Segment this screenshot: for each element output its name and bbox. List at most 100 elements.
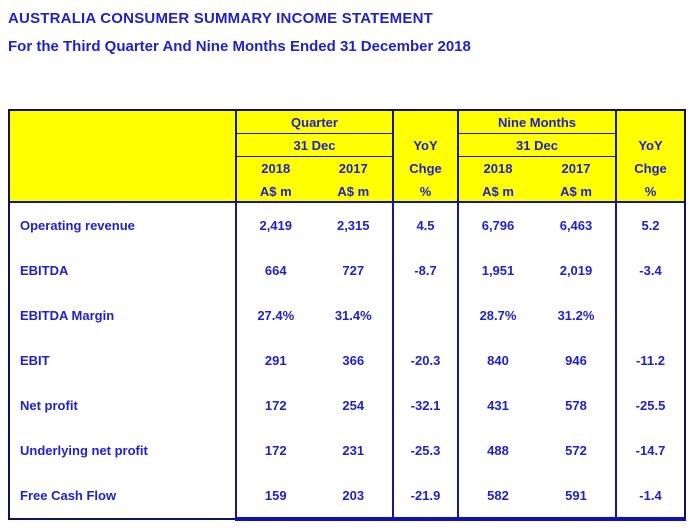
quarter-yoy-value: -8.7 xyxy=(392,248,457,293)
quarter-values: 27.4% 31.4% xyxy=(235,293,392,338)
quarter-header-group: Quarter 31 Dec 2018 2017 A$ m A$ m xyxy=(235,111,392,203)
quarter-2018-value: 172 xyxy=(264,443,287,458)
yoy-quarter-header: YoY Chge % xyxy=(392,111,457,203)
nine-months-2017-value: 6,463 xyxy=(559,218,593,233)
row-label: EBITDA Margin xyxy=(20,308,115,323)
quarter-unit-2017: A$ m xyxy=(337,184,370,199)
table-row-ebitda: EBITDA 664 727 -8.7 1,951 2,019 -3.4 xyxy=(10,248,684,293)
nine-months-2017-value: 572 xyxy=(565,443,587,458)
nine-months-values: 6,796 6,463 xyxy=(457,203,615,248)
table-row-net-profit: Net profit 172 254 -32.1 431 578 -25.5 xyxy=(10,383,684,428)
nine-months-values: 488 572 xyxy=(457,428,615,473)
yoy-nine-months-spacer xyxy=(617,111,684,134)
quarter-2017-value: 231 xyxy=(342,443,365,458)
quarter-period: 31 Dec xyxy=(237,134,392,157)
quarter-unit-2018: A$ m xyxy=(259,184,292,199)
nine-months-unit-2017: A$ m xyxy=(560,184,592,199)
nine-months-year-2018: 2018 xyxy=(483,161,513,176)
nine-months-2017-value: 31.2% xyxy=(557,308,595,323)
nine-months-values: 840 946 xyxy=(457,338,615,383)
nine-months-yoy-value: -14.7 xyxy=(615,428,684,473)
quarter-unit-headers: A$ m A$ m xyxy=(237,180,392,203)
quarter-2018-value: 664 xyxy=(264,263,287,278)
nine-months-2018-value: 1,951 xyxy=(481,263,515,278)
yoy-nine-months-line3: % xyxy=(644,184,657,199)
quarter-2017-value: 203 xyxy=(342,488,365,503)
nine-months-unit-2018: A$ m xyxy=(482,184,514,199)
table-header: Quarter 31 Dec 2018 2017 A$ m A$ m YoY C… xyxy=(10,111,684,203)
quarter-yoy-value: -21.9 xyxy=(392,473,457,518)
quarter-2018-value: 2,419 xyxy=(259,218,293,233)
nine-months-yoy-value: 5.2 xyxy=(615,203,684,248)
row-label: Underlying net profit xyxy=(20,443,148,458)
row-label: EBIT xyxy=(20,353,50,368)
quarter-2018-value: 291 xyxy=(264,353,287,368)
quarter-yoy-value xyxy=(392,293,457,338)
table-body: Operating revenue 2,419 2,315 4.5 6,796 … xyxy=(10,203,684,518)
nine-months-2018-value: 431 xyxy=(487,398,509,413)
nine-months-2017-value: 591 xyxy=(565,488,587,503)
yoy-nine-months-line1: YoY xyxy=(638,138,663,153)
nine-months-yoy-value xyxy=(615,293,684,338)
page-subtitle: For the Third Quarter And Nine Months En… xyxy=(8,38,471,55)
nine-months-yoy-value: -11.2 xyxy=(615,338,684,383)
nine-months-2018-value: 28.7% xyxy=(479,308,517,323)
yoy-quarter-spacer xyxy=(394,111,457,134)
nine-months-yoy-value: -1.4 xyxy=(615,473,684,518)
nine-months-2017-value: 578 xyxy=(565,398,587,413)
quarter-values: 2,419 2,315 xyxy=(235,203,392,248)
quarter-2018-value: 159 xyxy=(264,488,287,503)
quarter-yoy-value: -32.1 xyxy=(392,383,457,428)
row-label: Free Cash Flow xyxy=(20,488,117,503)
quarter-2018-value: 27.4% xyxy=(257,308,295,323)
quarter-yoy-value: -20.3 xyxy=(392,338,457,383)
nine-months-values: 1,951 2,019 xyxy=(457,248,615,293)
nine-months-2018-value: 6,796 xyxy=(481,218,515,233)
quarter-year-2017: 2017 xyxy=(338,161,368,176)
nine-months-period: 31 Dec xyxy=(459,134,615,157)
nine-months-yoy-value: -3.4 xyxy=(615,248,684,293)
nine-months-2018-value: 840 xyxy=(487,353,509,368)
yoy-quarter-line3: % xyxy=(419,184,432,199)
quarter-values: 172 254 xyxy=(235,383,392,428)
quarter-values: 159 203 xyxy=(235,473,392,518)
quarter-2017-value: 254 xyxy=(342,398,365,413)
table-row-underlying-net-profit: Underlying net profit 172 231 -25.3 488 … xyxy=(10,428,684,473)
nine-months-values: 582 591 xyxy=(457,473,615,518)
quarter-yoy-value: -25.3 xyxy=(392,428,457,473)
nine-months-year-headers: 2018 2017 xyxy=(459,157,615,180)
quarter-group-title: Quarter xyxy=(237,111,392,134)
nine-months-year-2017: 2017 xyxy=(561,161,591,176)
quarter-year-headers: 2018 2017 xyxy=(237,157,392,180)
row-label: Net profit xyxy=(20,398,78,413)
quarter-2017-value: 727 xyxy=(342,263,365,278)
table-row-operating-revenue: Operating revenue 2,419 2,315 4.5 6,796 … xyxy=(10,203,684,248)
nine-months-2017-value: 946 xyxy=(565,353,587,368)
quarter-yoy-value: 4.5 xyxy=(392,203,457,248)
quarter-2017-value: 2,315 xyxy=(336,218,370,233)
yoy-quarter-line2: Chge xyxy=(409,161,442,176)
nine-months-2018-value: 488 xyxy=(487,443,509,458)
nine-months-2017-value: 2,019 xyxy=(559,263,593,278)
quarter-2018-value: 172 xyxy=(264,398,287,413)
nine-months-group-title: Nine Months xyxy=(459,111,615,134)
table-row-ebit: EBIT 291 366 -20.3 840 946 -11.2 xyxy=(10,338,684,383)
yoy-quarter-line1: YoY xyxy=(413,138,438,153)
header-label-spacer xyxy=(10,111,235,203)
nine-months-values: 28.7% 31.2% xyxy=(457,293,615,338)
yoy-nine-months-header: YoY Chge % xyxy=(615,111,684,203)
row-label: Operating revenue xyxy=(20,218,135,233)
yoy-nine-months-line2: Chge xyxy=(634,161,667,176)
table-row-ebitda-margin: EBITDA Margin 27.4% 31.4% 28.7% 31.2% xyxy=(10,293,684,338)
bottom-border-accent xyxy=(235,517,686,521)
quarter-2017-value: 366 xyxy=(342,353,365,368)
quarter-values: 664 727 xyxy=(235,248,392,293)
row-label: EBITDA xyxy=(20,263,69,278)
nine-months-unit-headers: A$ m A$ m xyxy=(459,180,615,203)
quarter-2017-value: 31.4% xyxy=(334,308,372,323)
page-title: AUSTRALIA CONSUMER SUMMARY INCOME STATEM… xyxy=(8,10,433,27)
nine-months-2018-value: 582 xyxy=(487,488,509,503)
nine-months-values: 431 578 xyxy=(457,383,615,428)
income-statement-table: Quarter 31 Dec 2018 2017 A$ m A$ m YoY C… xyxy=(8,109,686,521)
table-row-free-cash-flow: Free Cash Flow 159 203 -21.9 582 591 -1.… xyxy=(10,473,684,518)
